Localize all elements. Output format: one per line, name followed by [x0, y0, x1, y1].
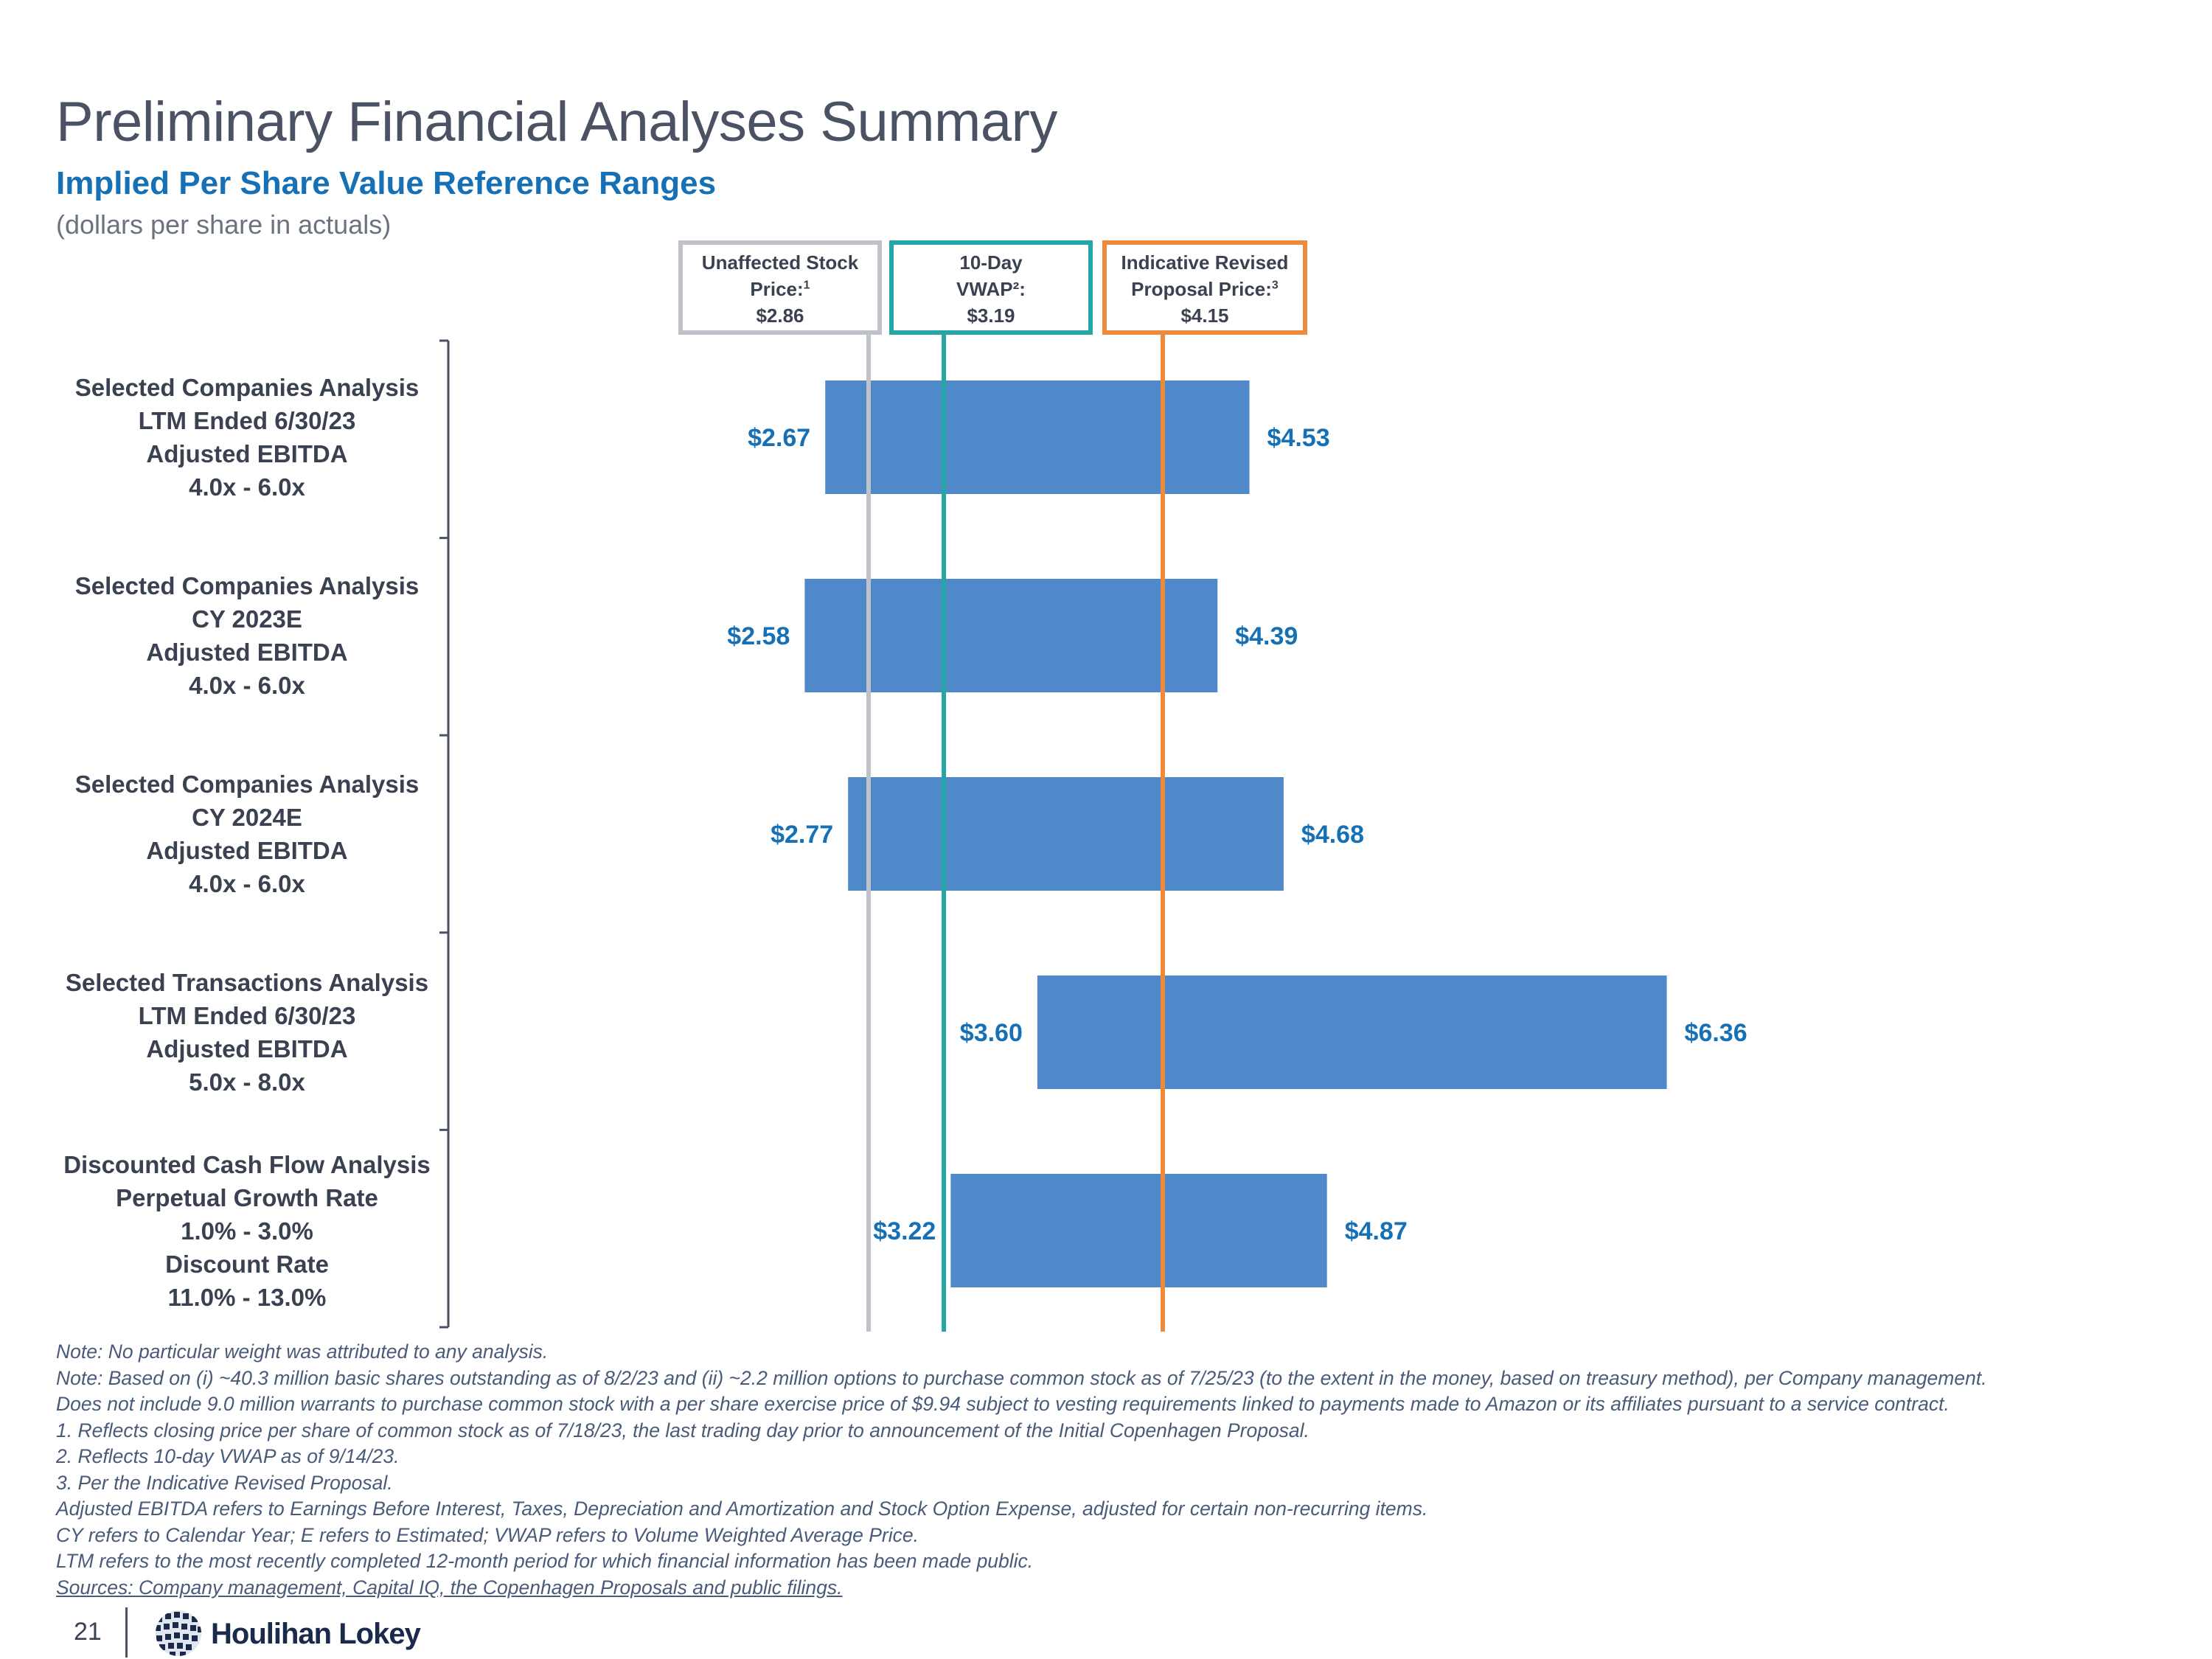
globe-logo-icon: [156, 1610, 201, 1656]
footnote: Note: Based on (i) ~40.3 million basic s…: [56, 1366, 1987, 1389]
footnote: Adjusted EBITDA refers to Earnings Befor…: [56, 1498, 1428, 1520]
reference-label-proposal: Indicative Revised Proposal Price:3 $4.15: [1102, 240, 1307, 335]
category-label: Selected Companies Analysis CY 2023E Adjus…: [74, 572, 420, 699]
range-bar: [825, 380, 1250, 494]
footer-divider: [125, 1607, 128, 1658]
category-label: Selected Transactions Analysis LTM Ended …: [65, 969, 429, 1096]
page-subtitle: Implied Per Share Value Reference Ranges: [56, 165, 717, 201]
footnotes: Note: No particular weight was attribute…: [56, 1339, 2180, 1601]
low-value-label: $2.58: [727, 622, 790, 650]
footnote: 1. Reflects closing price per share of c…: [56, 1419, 1310, 1441]
range-bar: [950, 1174, 1327, 1287]
high-value-label: $4.39: [1235, 622, 1298, 650]
range-bar: [804, 579, 1218, 692]
category-label: Selected Companies Analysis LTM Ended 6/3…: [74, 374, 420, 501]
reference-label-vwap: 10-Day VWAP²: $3.19: [889, 240, 1093, 335]
page-number: 21: [74, 1618, 102, 1646]
footnote: CY refers to Calendar Year; E refers to …: [56, 1523, 919, 1546]
reference-label-unaffected: Unaffected Stock Price:1 $2.86: [678, 240, 882, 335]
high-value-label: $4.68: [1301, 821, 1364, 849]
page-title: Preliminary Financial Analyses Summary: [56, 91, 1057, 153]
high-value-label: $4.87: [1345, 1217, 1408, 1245]
units-note: (dollars per share in actuals): [56, 209, 392, 240]
high-value-label: $6.36: [1685, 1019, 1747, 1047]
footnote: Sources: Company management, Capital IQ,…: [56, 1576, 843, 1599]
footnote: 3. Per the Indicative Revised Proposal.: [56, 1471, 393, 1494]
high-value-label: $4.53: [1267, 424, 1330, 452]
footnote: Does not include 9.0 million warrants to…: [56, 1393, 1950, 1415]
footnote: 2. Reflects 10-day VWAP as of 9/14/23.: [56, 1445, 400, 1467]
category-label: Selected Companies Analysis CY 2024E Adjus…: [74, 771, 420, 897]
range-chart: $2.67 $4.53 $2.58 $4.39 $2.77 $4.68 $3.60 $6.36…: [439, 335, 1747, 1332]
footnote: LTM refers to the most recently complete…: [56, 1550, 1034, 1572]
range-bar: [1037, 975, 1667, 1089]
range-bar: [848, 777, 1284, 891]
low-value-label: $2.77: [771, 821, 833, 849]
footnote: Note: No particular weight was attribute…: [56, 1340, 549, 1363]
category-label: Discounted Cash Flow Analysis Perpetual G…: [63, 1150, 431, 1311]
low-value-label: $3.22: [873, 1217, 936, 1245]
low-value-label: $3.60: [960, 1019, 1023, 1047]
low-value-label: $2.67: [748, 424, 810, 452]
logo-text: Houlihan Lokey: [211, 1618, 421, 1650]
